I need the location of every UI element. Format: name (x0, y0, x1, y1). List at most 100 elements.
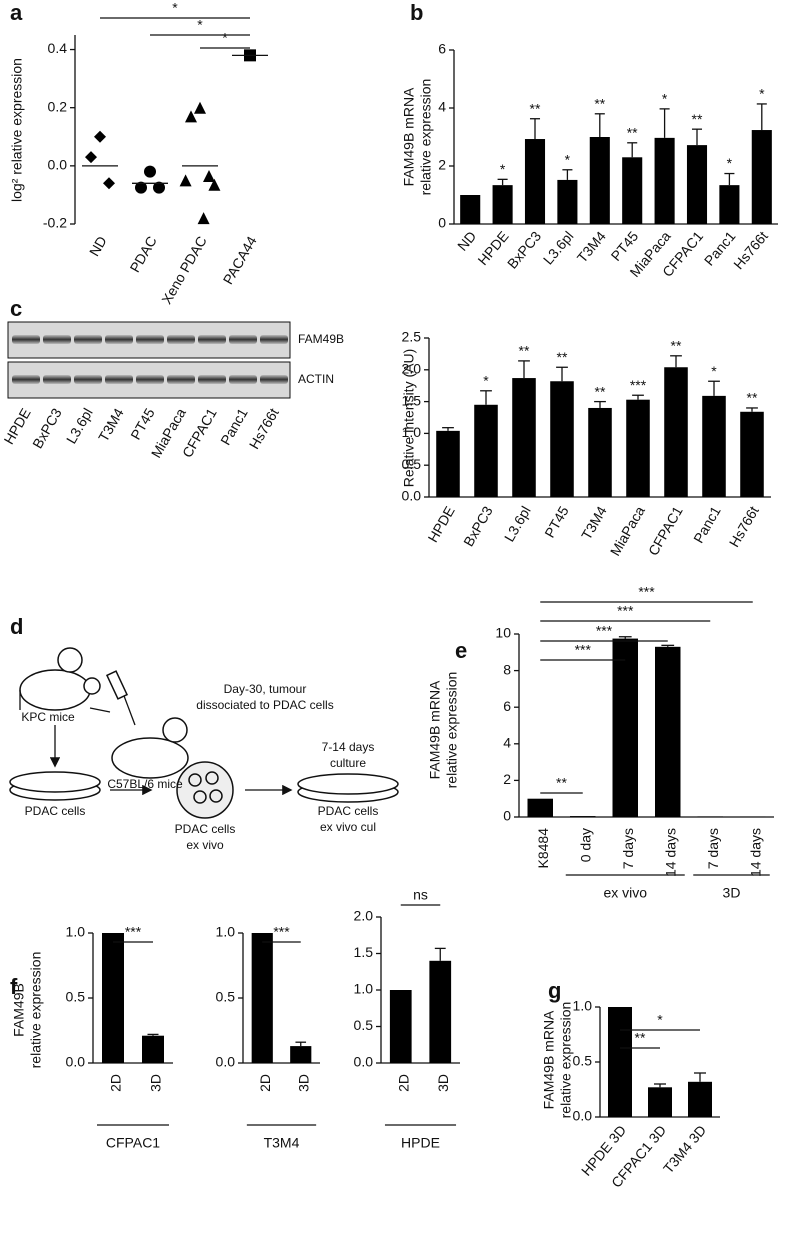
y-tick-label: 0.0 (402, 488, 422, 504)
diagram (9, 647, 399, 819)
star-label: * (727, 155, 733, 171)
x-tick-label: 14 days (662, 828, 678, 877)
point (203, 170, 215, 183)
significance-label: *** (125, 924, 142, 940)
panel-label: e (455, 638, 467, 663)
y-tick-label: 2 (438, 157, 446, 173)
point (208, 178, 221, 191)
y-axis-label: FAM49B mRNA (541, 1010, 557, 1109)
bar (550, 381, 574, 497)
x-tick-label: 2D (395, 1074, 411, 1092)
panel-label: d (10, 614, 23, 639)
lane-label: BxPC3 (29, 405, 65, 451)
x-tick-label: 0 day (577, 828, 593, 862)
x-tick-label: ND (86, 233, 110, 259)
bar (460, 195, 481, 224)
point (153, 181, 165, 194)
x-tick-label: 14 days (747, 828, 763, 877)
y-axis-label: log² relative expression (9, 58, 25, 202)
y-tick-label: 1.0 (354, 981, 374, 997)
diagram-label: 7-14 days (322, 740, 375, 754)
significance-label: * (222, 30, 228, 46)
y-tick-label: 1.0 (573, 998, 593, 1014)
y-tick-label: 0.2 (48, 98, 68, 114)
star-label: ** (692, 111, 703, 127)
blot-band (136, 375, 164, 384)
x-tick-label: Hs766t (730, 228, 771, 272)
bar (102, 933, 124, 1063)
diagram-label: PDAC cells (175, 822, 236, 836)
blot-band (229, 335, 257, 344)
x-tick-label: MiaPaca (607, 503, 648, 558)
point (185, 110, 197, 123)
y-tick-label: 0.0 (48, 157, 68, 173)
x-tick-label: 2D (257, 1074, 273, 1092)
bar (654, 137, 675, 224)
bar (612, 638, 638, 817)
y-tick-label: 0.5 (402, 456, 422, 472)
bar (429, 960, 452, 1063)
panel-label: c (10, 296, 22, 321)
bar (570, 816, 596, 817)
y-tick-label: 0.5 (354, 1017, 374, 1033)
blot-band (74, 335, 102, 344)
bar (626, 399, 650, 497)
blot-band (229, 375, 257, 384)
panel-label: g (548, 978, 561, 1003)
y-tick-label: 10 (495, 625, 511, 641)
bar (589, 137, 610, 224)
y-axis-label: relative expression (444, 672, 460, 789)
x-tick-label: 2D (108, 1074, 124, 1092)
panel-label: b (410, 0, 423, 25)
star-label: ** (595, 383, 606, 399)
bar (142, 1035, 164, 1063)
group-label: T3M4 (264, 1135, 300, 1151)
lane-label: PT45 (127, 405, 158, 442)
y-tick-label: 4 (438, 99, 446, 115)
star-label: * (565, 151, 571, 167)
blot-band (12, 375, 40, 384)
x-tick-label: HPDE (424, 503, 457, 545)
bar (648, 1087, 672, 1117)
blot-band (12, 335, 40, 344)
diagram-label: Day-30, tumour (224, 682, 307, 696)
significance-label: *** (596, 623, 613, 639)
y-tick-label: 6 (503, 698, 511, 714)
x-tick-label: 7 days (705, 828, 721, 869)
group-label: HPDE (401, 1135, 440, 1151)
bar (557, 179, 578, 224)
diagram-label: KPC mice (21, 710, 75, 724)
x-tick-label: BxPC3 (504, 228, 544, 272)
y-axis-label: Relative intensity (AU) (401, 349, 417, 488)
y-tick-label: 0.0 (66, 1054, 86, 1070)
y-tick-label: 0.0 (354, 1054, 374, 1070)
x-tick-label: Panc1 (690, 503, 724, 546)
star-label: ** (747, 390, 758, 406)
star-label: * (711, 363, 717, 379)
star-label: * (662, 91, 668, 107)
y-tick-label: 0.5 (216, 989, 236, 1005)
point (94, 130, 106, 143)
lane-label: HPDE (0, 405, 33, 447)
x-tick-label: Xeno PDAC (158, 233, 210, 306)
blot-band (105, 335, 133, 344)
x-tick-label: PACA44 (220, 233, 260, 287)
x-tick-label: 3D (295, 1074, 311, 1092)
point (144, 165, 156, 178)
bar (251, 933, 273, 1063)
y-tick-label: 0.5 (573, 1053, 593, 1069)
x-tick-label: T3M4 3D (660, 1122, 709, 1176)
bar (697, 816, 723, 817)
x-tick-label: PT45 (541, 503, 572, 540)
panel-label: a (10, 0, 23, 25)
y-tick-label: 1.0 (402, 424, 422, 440)
blot-band (167, 375, 195, 384)
bar (751, 130, 772, 224)
point (85, 151, 97, 164)
bar (655, 646, 681, 817)
star-label: * (483, 372, 489, 388)
bar (740, 411, 764, 497)
diagram-label: PDAC cells (25, 804, 86, 818)
group-label: CFPAC1 (106, 1135, 160, 1151)
diagram-label: ex vivo (186, 838, 224, 852)
